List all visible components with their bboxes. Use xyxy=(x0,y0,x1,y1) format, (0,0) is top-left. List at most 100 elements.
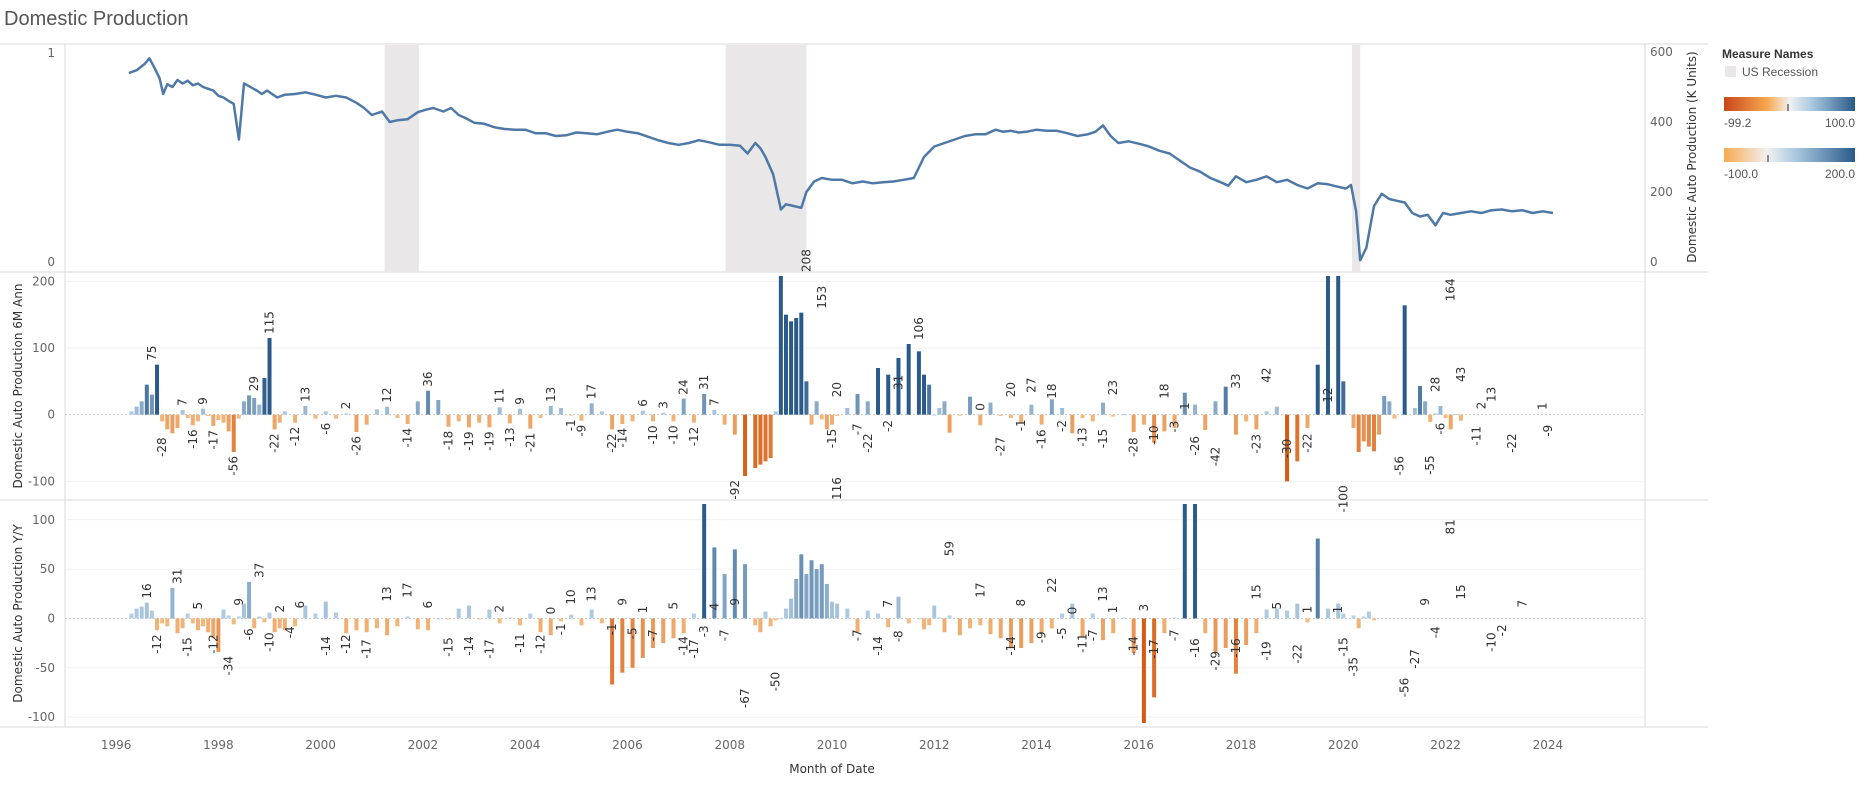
yoy-bar xyxy=(149,610,154,619)
yoy-bar xyxy=(814,569,819,619)
yoy-data-label: -11 xyxy=(1076,633,1090,653)
yoy-bar xyxy=(896,596,901,619)
ann6m-bar xyxy=(824,414,829,430)
ann6m-bar xyxy=(569,414,574,416)
ann6m-bar xyxy=(1080,414,1085,418)
ann6m-bar xyxy=(835,414,840,416)
yoy-bar xyxy=(538,618,543,633)
ann6m-data-label: -10 xyxy=(1147,425,1161,445)
yoy-bar xyxy=(548,618,553,636)
yoy-data-label: 3 xyxy=(1137,604,1151,612)
yoy-bar xyxy=(691,613,696,619)
yoy-bar xyxy=(344,618,349,634)
yoy-data-label: 22 xyxy=(1045,577,1059,592)
yoy-bar xyxy=(272,618,277,633)
yoy-bar xyxy=(1172,617,1177,619)
yoy-bar xyxy=(1315,538,1320,619)
yoy-bar xyxy=(1254,618,1259,634)
ann6m-bar xyxy=(1366,414,1371,447)
ann6m-bar xyxy=(257,404,262,415)
yoy-bar xyxy=(165,618,170,627)
yoy-data-label: -12 xyxy=(150,634,164,654)
ann6m-bar xyxy=(1402,305,1407,415)
ann6m-data-label: -10 xyxy=(667,425,681,445)
legend-ramp-6m-min: -99.2 xyxy=(1724,116,1752,130)
ann6m-bar xyxy=(1448,414,1453,430)
legend-ramp-yoy xyxy=(1724,148,1855,162)
yoy-bar xyxy=(1090,613,1095,619)
yoy-bar xyxy=(1060,613,1065,619)
ann6m-data-label: -12 xyxy=(288,427,302,447)
ann6m-data-label: 12 xyxy=(1321,387,1335,402)
ann6m-bar xyxy=(809,414,814,425)
ann6m-bar xyxy=(185,414,190,418)
ann6m-bar xyxy=(932,414,937,416)
yoy-bar xyxy=(405,616,410,619)
ann6m-bar xyxy=(906,344,911,415)
yoy-data-label: 1 xyxy=(636,606,650,614)
yoy-data-label: 5 xyxy=(1270,602,1284,610)
yoy-data-label: -56 xyxy=(1398,678,1412,698)
ann6m-data-label: -17 xyxy=(206,430,220,450)
yoy-bar xyxy=(477,618,482,620)
yoy-data-label: -7 xyxy=(851,629,865,641)
ann6m-data-label: 3 xyxy=(656,401,670,409)
ann6m-data-label: 106 xyxy=(912,317,926,340)
yoy-data-label: -14 xyxy=(319,636,333,656)
yoy-bar xyxy=(758,618,763,633)
yoy-bar xyxy=(216,618,221,652)
ann6m-bar xyxy=(630,414,635,422)
ann6m-data-label: 12 xyxy=(380,387,394,402)
ann6m-bar xyxy=(640,410,645,415)
ann6m-bar xyxy=(1223,386,1228,415)
yoy-bar xyxy=(702,504,707,619)
yoy-data-label: -16 xyxy=(1229,638,1243,658)
ann6m-bar xyxy=(195,414,200,422)
yoy-data-label: -35 xyxy=(1347,657,1361,677)
ann6m-bar xyxy=(1060,408,1065,415)
yoy-bar xyxy=(1121,617,1126,619)
ann6m-bar xyxy=(1274,406,1279,415)
ann6m-bar xyxy=(1131,414,1136,432)
ann6m-bar xyxy=(743,414,748,476)
yoy-bar xyxy=(252,618,257,629)
yoy-data-label: -22 xyxy=(1290,644,1304,664)
ann6m-bar xyxy=(241,401,246,415)
ann6m-bar xyxy=(1244,414,1249,422)
ann6m-bar xyxy=(221,414,226,423)
yoy-bar xyxy=(293,618,298,627)
x-tick-label: 2014 xyxy=(1021,738,1052,752)
yoy-bar xyxy=(916,618,921,620)
ann6m-data-label: 13 xyxy=(1485,387,1499,402)
yoy-bar xyxy=(651,618,656,649)
ann6m-bar xyxy=(1453,414,1458,415)
yoy-bar xyxy=(1361,616,1366,619)
yoy-bar xyxy=(794,578,799,619)
yoy-data-label: -5 xyxy=(626,627,640,639)
yoy-data-label: 6 xyxy=(293,601,307,609)
yoy-bar xyxy=(262,618,267,623)
yoy-bar xyxy=(732,549,737,619)
ann6m-bar xyxy=(262,378,267,415)
yoy-bar xyxy=(487,609,492,619)
yoy-data-label: -67 xyxy=(738,689,752,709)
yoy-data-label: 5 xyxy=(191,602,205,610)
ann6m-data-label: -22 xyxy=(861,433,875,453)
ann6m-bar xyxy=(978,414,983,426)
ann6m-bar xyxy=(507,414,512,424)
ann6m-bar xyxy=(303,406,308,415)
ann6m-tick-label: 200 xyxy=(32,274,55,288)
ann6m-bar xyxy=(323,411,328,415)
ann6m-bar xyxy=(886,374,891,415)
ann6m-bar xyxy=(610,414,615,430)
ann6m-bar xyxy=(277,414,282,423)
ann6m-bar xyxy=(1111,414,1116,417)
yoy-data-label: -14 xyxy=(462,636,476,656)
ann6m-bar xyxy=(216,414,221,420)
yoy-bar xyxy=(1019,618,1024,649)
yoy-bar xyxy=(906,618,911,624)
yoy-bar xyxy=(446,618,451,620)
x-tick-label: 2002 xyxy=(408,738,439,752)
ann6m-bar xyxy=(1172,414,1177,428)
yoy-bar xyxy=(1029,618,1034,644)
